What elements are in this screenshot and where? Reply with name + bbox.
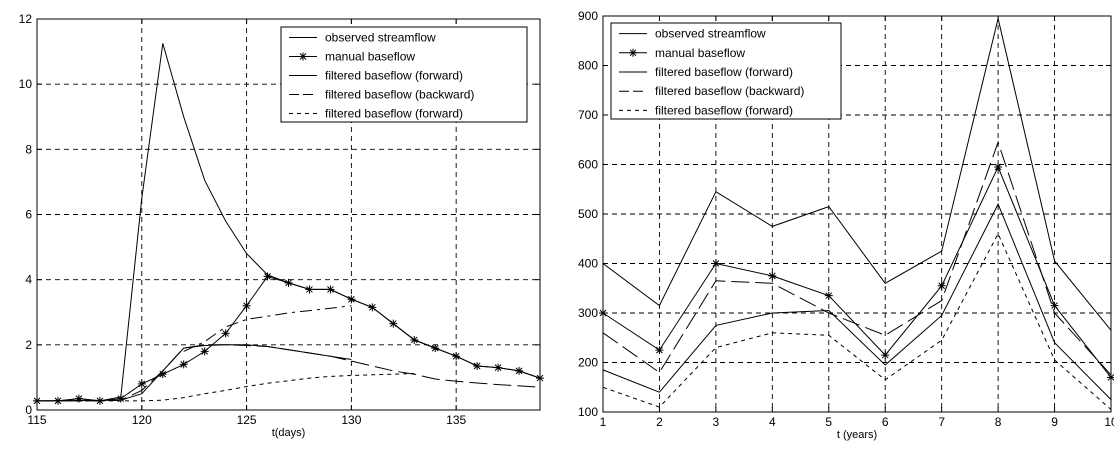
x-tick-label: 1 (600, 415, 607, 429)
x-tick-label: 10 (1104, 415, 1114, 429)
data-point (431, 344, 440, 353)
x-tick-label: 120 (132, 413, 152, 427)
legend-box (610, 22, 842, 120)
data-point (937, 281, 946, 290)
data-point (347, 295, 356, 304)
series-line (602, 232, 1112, 410)
y-tick-label: 300 (578, 306, 598, 320)
y-tick-label: 8 (25, 142, 32, 156)
y-tick-label: 2 (25, 338, 32, 352)
data-point (368, 303, 377, 312)
y-tick-label: 4 (25, 273, 32, 287)
x-axis-label: t(days) (272, 427, 306, 439)
legend-entry: observed streamflow (655, 27, 766, 41)
y-tick-label: 12 (19, 12, 33, 26)
series-line (602, 165, 1112, 378)
data-point (200, 347, 209, 356)
data-point (711, 259, 720, 268)
data-point (326, 285, 335, 294)
y-tick-label: 10 (19, 77, 33, 91)
legend-entry: observed streamflow (325, 31, 436, 45)
series-line (37, 344, 541, 402)
y-tick-label: 400 (578, 257, 598, 271)
data-point (242, 301, 251, 310)
x-tick-label: 9 (1051, 415, 1058, 429)
y-tick-label: 800 (578, 59, 598, 73)
legend-entry: filtered baseflow (forward) (655, 65, 793, 79)
x-tick-label: 6 (882, 415, 889, 429)
series-line (602, 18, 1112, 331)
data-point (452, 352, 461, 361)
y-tick-label: 500 (578, 207, 598, 221)
legend-entry: filtered baseflow (forward) (325, 69, 463, 83)
series-line (37, 373, 415, 402)
x-tick-label: 135 (446, 413, 466, 427)
data-point (179, 360, 188, 369)
legend-entry: manual baseflow (655, 46, 745, 60)
data-point (515, 366, 524, 375)
legend-entry: filtered baseflow (backward) (325, 88, 474, 102)
data-point (655, 346, 664, 355)
series-line (602, 202, 1112, 400)
y-tick-label: 100 (578, 405, 598, 419)
legend-marker (629, 48, 637, 57)
legend-box (280, 26, 528, 123)
x-tick-label: 130 (341, 413, 361, 427)
series-line (183, 305, 352, 352)
data-point (768, 271, 777, 280)
series-line (602, 140, 1112, 376)
x-tick-label: 115 (27, 413, 46, 427)
data-point (263, 272, 272, 281)
data-point (494, 363, 503, 372)
y-tick-label: 900 (578, 9, 598, 23)
legend-marker (299, 52, 307, 61)
x-tick-label: 3 (713, 415, 720, 429)
data-point (389, 319, 398, 328)
x-tick-label: 4 (769, 415, 776, 429)
x-tick-label: 5 (825, 415, 832, 429)
y-tick-label: 6 (25, 208, 32, 222)
data-point (1050, 301, 1059, 310)
legend-entry: filtered baseflow (forward) (325, 107, 463, 121)
data-point (410, 335, 419, 344)
legend-entry: filtered baseflow (backward) (655, 84, 804, 98)
y-tick-label: 600 (578, 158, 598, 172)
y-tick-label: 0 (25, 403, 32, 417)
x-axis-label: t (years) (837, 429, 877, 441)
data-point (137, 379, 146, 388)
y-tick-label: 200 (578, 356, 598, 370)
legend-entry: manual baseflow (325, 50, 415, 64)
x-tick-label: 2 (656, 415, 663, 429)
data-point (994, 162, 1003, 171)
y-tick-label: 700 (578, 108, 598, 122)
x-tick-label: 8 (995, 415, 1002, 429)
data-point (221, 329, 230, 338)
x-tick-label: 125 (237, 413, 257, 427)
data-point (74, 394, 83, 403)
data-point (473, 362, 482, 371)
data-point (305, 285, 314, 294)
data-point (284, 278, 293, 287)
data-point (824, 291, 833, 300)
x-tick-label: 7 (938, 415, 945, 429)
data-point (881, 351, 890, 360)
legend-entry: filtered baseflow (forward) (655, 103, 793, 117)
data-point (116, 394, 125, 403)
data-point (158, 370, 167, 379)
